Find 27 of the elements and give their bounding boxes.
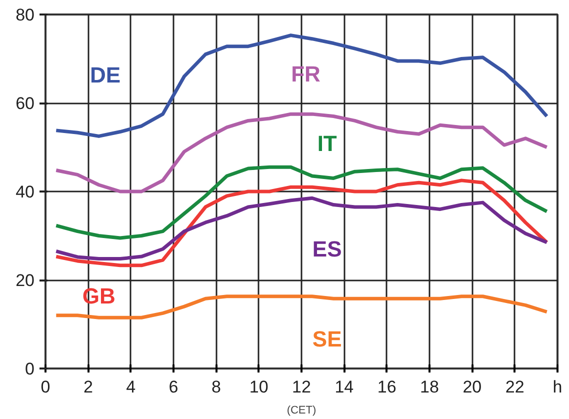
- y-tick-label: 0: [25, 360, 35, 378]
- x-tick-label: 22: [505, 378, 524, 396]
- x-axis-title: (CET): [286, 404, 316, 416]
- x-tick-label: 8: [211, 378, 221, 396]
- line-series: [54, 178, 549, 268]
- x-tick-label: 10: [249, 378, 268, 396]
- x-tick-label: 6: [168, 378, 178, 396]
- y-tick-label: 60: [16, 94, 35, 113]
- line-series: [54, 196, 549, 261]
- x-tick-label: h: [552, 378, 562, 396]
- y-tick-label: 80: [16, 6, 35, 24]
- y-tick-label: 20: [16, 271, 35, 290]
- line-series: [54, 165, 549, 240]
- x-tick-label: 2: [83, 378, 93, 396]
- x-tick-label: 12: [292, 378, 311, 396]
- x-tick-label: 0: [40, 378, 50, 396]
- series-label: IT: [317, 131, 338, 156]
- series-label: DE: [90, 62, 121, 88]
- x-tick-label: 4: [126, 378, 136, 396]
- x-tick-label: 18: [420, 378, 439, 396]
- line-series: [54, 112, 549, 194]
- series-label: ES: [312, 236, 342, 262]
- x-tick-label: 20: [462, 378, 482, 396]
- x-tick-label: 16: [377, 378, 396, 396]
- x-tick-label: 14: [334, 378, 354, 396]
- series-label: SE: [312, 326, 342, 352]
- y-tick-label: 40: [16, 182, 35, 202]
